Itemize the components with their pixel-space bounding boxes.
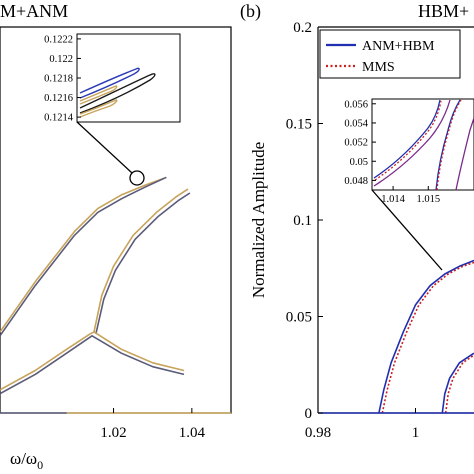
panel-a-series-line-1 <box>0 176 167 337</box>
panel-b-x-tick-label: 1 <box>412 425 420 441</box>
panel-a-zoom-circle <box>129 170 145 186</box>
panel-b-y-ticks: 0 0.05 0.1 0.15 0.2 <box>286 20 323 422</box>
panel-b-inset-curve-4 <box>436 99 462 191</box>
panel-b-series-line-1 <box>381 261 474 414</box>
legend-label-mms: MMS <box>362 60 395 75</box>
panel-b-inset-y-ticks: 0.048 0.05 0.052 0.054 0.056 <box>344 99 376 187</box>
panel-a-x-tick-label: 1.04 <box>179 425 206 441</box>
panel-b-inset: 0.048 0.05 0.052 0.054 0.056 1.014 1.015 <box>344 98 474 205</box>
panel-b-inset-y-tick-label: 0.054 <box>344 118 368 129</box>
panel-a-inset: 0.1214 0.1216 0.1218 0.122 0.1222 <box>44 33 181 124</box>
panel-b-zoom-connector <box>371 189 443 271</box>
panel-a: M+ANM 1.02 1.04 ω/ω0 0.12140.12160.12180.… <box>0 1 232 472</box>
panel-b-inset-series-group <box>373 99 474 191</box>
panel-a-inset-series-group <box>79 67 156 118</box>
panel-a-x-axis-label-main: ω/ω <box>10 449 37 468</box>
legend-label-anm-hbm: ANM+HBM <box>362 39 435 54</box>
panel-a-inset-y-tick-label: 0.1218 <box>44 74 73 85</box>
panel-a-inset-y-tick-label: 0.122 <box>49 54 73 65</box>
panel-b: (b) HBM+ 0 0.05 0.1 0.15 0.2 0.98 1 Normalize… <box>240 1 474 441</box>
panel-b-inset-y-tick-label: 0.052 <box>344 138 368 149</box>
panel-b-inset-x-tick-label: 1.014 <box>381 194 405 205</box>
panel-b-inset-y-tick-label: 0.048 <box>344 176 368 187</box>
panel-b-y-tick-label: 0.1 <box>293 213 312 229</box>
panel-a-title: M+ANM <box>0 1 68 21</box>
panel-b-inset-curve-2 <box>373 99 451 187</box>
panel-a-inset-curve-2 <box>79 85 118 105</box>
panel-b-y-axis-label: Normalized Amplitude <box>249 142 268 298</box>
panel-b-inset-x-tick-label: 1.015 <box>416 194 440 205</box>
panel-a-inset-curve-1 <box>79 73 156 114</box>
panel-b-inset-y-tick-label: 0.05 <box>350 157 368 168</box>
panel-b-inset-x-ticks: 1.014 1.015 <box>381 186 440 205</box>
panel-a-inset-y-tick-label: 0.1222 <box>44 34 73 45</box>
panel-b-inset-curve-1 <box>374 100 442 181</box>
panel-a-zoom-connector <box>76 121 133 174</box>
panel-a-inset-y-tick-label: 0.1216 <box>44 93 73 104</box>
panel-b-inset-curve-0 <box>373 99 441 179</box>
panel-b-y-tick-label: 0.15 <box>286 117 312 133</box>
panel-a-inset-y-ticks: 0.1214 0.1216 0.1218 0.122 0.1222 <box>44 34 81 124</box>
panel-b-legend-box <box>319 29 461 79</box>
panel-b-inset-curve-5 <box>455 117 474 191</box>
panel-a-inset-curve-0 <box>79 67 140 99</box>
panel-a-x-axis-label: ω/ω0 <box>10 449 43 472</box>
panel-a-inset-y-tick-label: 0.1214 <box>44 113 74 124</box>
panel-b-title: HBM+ <box>418 1 469 21</box>
panel-b-series-group <box>318 259 474 414</box>
panel-a-series-line-0 <box>0 177 165 333</box>
panel-a-x-axis-label-subscript: 0 <box>37 458 43 472</box>
panel-a-x-ticks: 1.02 1.04 <box>100 408 205 441</box>
panel-b-series-line-2 <box>441 352 474 414</box>
panel-b-series-line-0 <box>378 259 474 414</box>
panel-b-y-tick-label: 0.2 <box>293 20 312 36</box>
panel-b-y-tick-label: 0.05 <box>286 310 312 326</box>
panel-b-legend: ANM+HBM MMS <box>319 29 461 79</box>
panel-b-x-ticks: 0.98 1 <box>305 408 419 441</box>
panel-b-inset-frame <box>371 98 474 191</box>
panel-a-series-group <box>0 176 231 414</box>
panel-b-inset-y-tick-label: 0.056 <box>344 99 368 110</box>
panel-b-y-tick-label: 0 <box>305 406 313 422</box>
panel-a-x-tick-label: 1.02 <box>100 425 126 441</box>
panel-a-inset-curve-3 <box>79 99 118 118</box>
panel-b-x-tick-label: 0.98 <box>305 425 331 441</box>
panel-a-series-line-2 <box>93 188 189 333</box>
panel-a-series-line-3 <box>95 192 191 335</box>
panel-a-series-line-5 <box>0 334 185 395</box>
panel-b-inset-curve-3 <box>435 99 461 191</box>
panel-b-label: (b) <box>240 1 261 22</box>
panel-b-series-line-3 <box>444 354 474 414</box>
panel-a-series-line-4 <box>0 331 185 391</box>
